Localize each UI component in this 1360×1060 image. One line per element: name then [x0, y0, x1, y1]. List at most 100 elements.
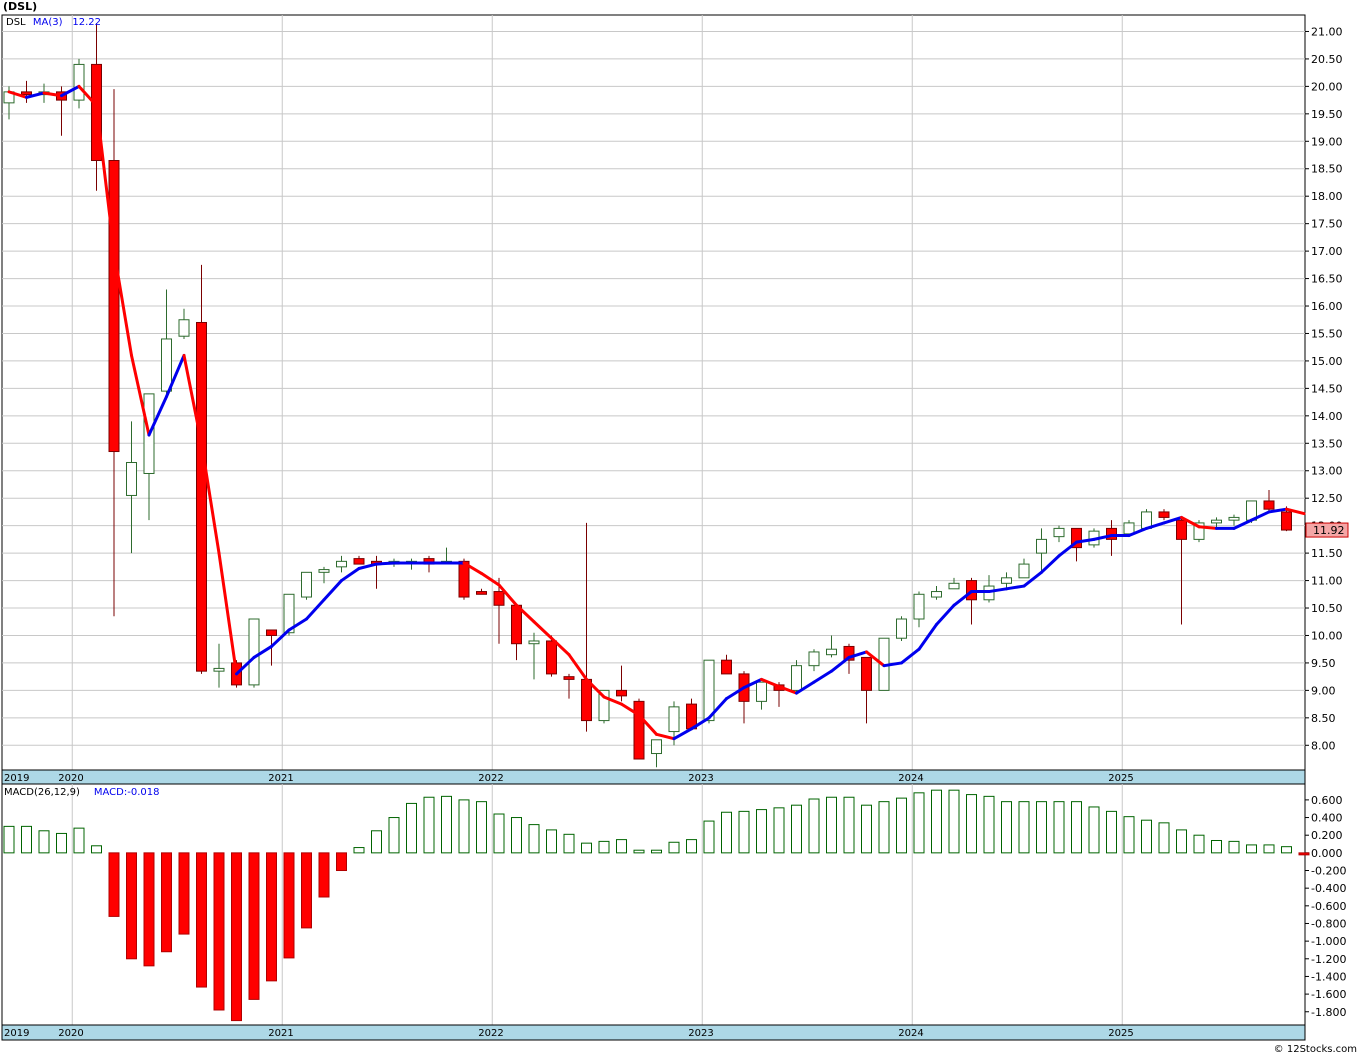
candle	[1176, 517, 1187, 625]
candle	[493, 577, 505, 644]
candle	[73, 58, 85, 109]
macd-bar	[1053, 801, 1065, 854]
year-label: 2020	[58, 773, 83, 784]
ma3-segment	[882, 661, 903, 668]
macd-bar	[1281, 846, 1292, 854]
price-y-tick-label: 8.00	[1311, 739, 1336, 752]
price-y-tick-label: 11.50	[1311, 547, 1343, 560]
ma3-segment	[830, 655, 851, 673]
macd-bar	[843, 796, 855, 854]
year-label: 2024	[898, 1028, 923, 1039]
macd-bar	[493, 813, 505, 854]
candle	[1141, 509, 1152, 529]
year-label: 2022	[478, 773, 503, 784]
ma3-segment	[567, 653, 588, 681]
candle	[161, 289, 172, 400]
ma3-segment	[252, 644, 273, 659]
candle-body	[248, 618, 260, 686]
macd-bar	[196, 852, 207, 988]
macd-bar	[388, 817, 400, 854]
price-y-tick-label: 13.50	[1311, 437, 1343, 450]
candle-body	[318, 569, 330, 573]
ma3-segment	[1197, 525, 1218, 530]
macd-y-tick-label: 0.600	[1311, 794, 1343, 807]
candle	[476, 588, 487, 595]
macd-bar	[213, 852, 225, 1011]
candle-body	[458, 560, 470, 598]
candle	[703, 659, 715, 724]
candle	[1106, 520, 1117, 556]
ma3-segment	[515, 603, 536, 624]
candle	[861, 656, 872, 724]
macd-bar	[1298, 852, 1310, 856]
macd-y-tick-label: -1.200	[1311, 953, 1346, 966]
year-label: 2025	[1108, 1028, 1133, 1039]
macd-bar	[73, 827, 85, 854]
macd-bar	[38, 830, 50, 854]
macd-bar	[598, 840, 610, 854]
ma3-segment	[1127, 526, 1148, 538]
macd-bar	[1088, 806, 1100, 854]
macd-bar	[1018, 801, 1030, 854]
macd-y-tick-label: -0.400	[1311, 882, 1346, 895]
macd-bar	[1071, 801, 1082, 854]
ma3-segment	[1022, 570, 1043, 588]
ma3-segment	[375, 561, 396, 566]
candle	[1123, 520, 1135, 537]
ma3-segment	[1232, 518, 1253, 530]
candle	[1036, 528, 1047, 573]
candle-body	[1053, 527, 1065, 538]
candle-body	[266, 629, 277, 636]
candle	[528, 632, 540, 680]
year-label: 2022	[478, 1028, 503, 1039]
legend-entry: MACD(26,12,9)	[4, 787, 80, 798]
candle	[563, 673, 575, 699]
last-price-tag-bg	[1305, 522, 1349, 538]
candle-body	[213, 667, 225, 672]
macd-y-tick-label: 0.400	[1311, 812, 1343, 825]
candle-body	[1106, 527, 1117, 540]
candle-body	[703, 659, 715, 722]
macd-y-tick-label: 0.200	[1311, 829, 1343, 842]
candle	[336, 555, 347, 573]
macd-y-tick-label: -1.000	[1311, 935, 1346, 948]
price-y-tick-label: 13.00	[1311, 465, 1343, 478]
macd-y-tick-label: -0.600	[1311, 900, 1346, 913]
ma3-segment	[340, 566, 361, 583]
ma3-segment	[1057, 540, 1078, 558]
candle-body	[826, 648, 837, 656]
macd-bar	[633, 849, 645, 854]
ma3-segment	[217, 551, 238, 676]
candle-body	[948, 582, 960, 590]
macd-bar	[283, 852, 295, 959]
candle-body	[493, 591, 505, 606]
macd-bar	[896, 797, 907, 854]
year-label: 2019	[4, 1028, 29, 1039]
price-y-tick-label: 18.50	[1311, 163, 1343, 176]
ma3-segment	[1162, 515, 1183, 525]
macd-bar	[353, 847, 365, 854]
macd-bar	[231, 852, 242, 1022]
candle	[721, 654, 732, 675]
ma3-segment	[865, 650, 886, 668]
ma3-segment	[25, 91, 46, 99]
ma3-segment	[462, 561, 483, 575]
ma3-segment	[672, 727, 693, 741]
ma3-segment	[165, 353, 186, 399]
ma3-segment	[532, 620, 553, 640]
candle	[756, 681, 767, 710]
macd-y-tick-label: -0.200	[1311, 865, 1346, 878]
macd-bar	[3, 825, 15, 854]
candle	[1053, 525, 1065, 543]
candle-body	[1123, 522, 1135, 535]
candle-body	[1281, 511, 1292, 531]
candle	[108, 89, 120, 617]
ma3-segment	[95, 104, 116, 253]
year-label: 2020	[58, 1028, 83, 1039]
macd-bar	[878, 801, 890, 854]
ma3-segment	[742, 677, 763, 690]
candle-body	[633, 700, 645, 760]
ma3-segment	[480, 571, 501, 587]
year-label: 2021	[268, 1028, 293, 1039]
ma3-segment	[147, 395, 168, 437]
